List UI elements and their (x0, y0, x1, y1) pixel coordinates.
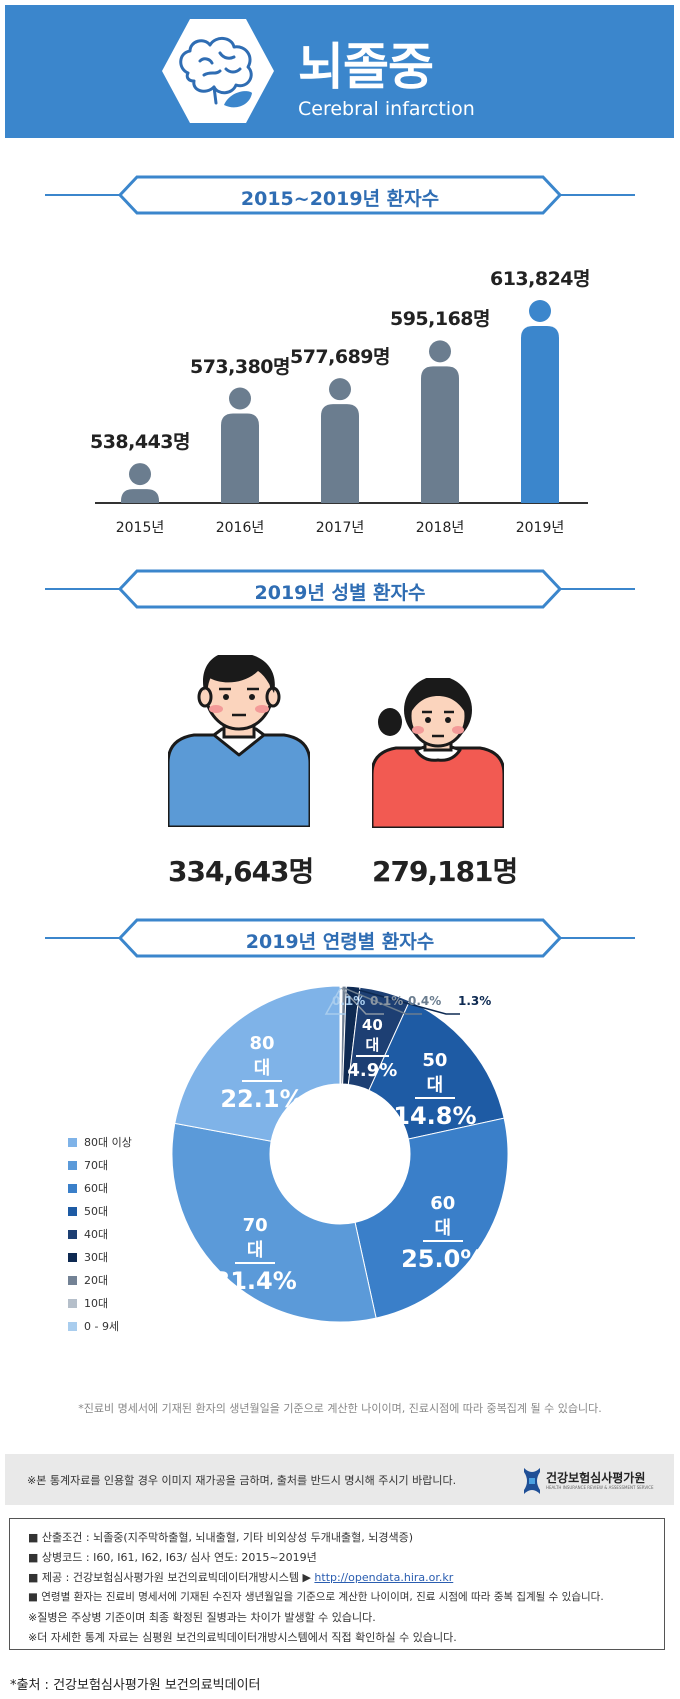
donut-slice-60대 (354, 1117, 509, 1319)
legend-swatch (68, 1160, 77, 1170)
info-line-4: ■ 연령별 환자는 진료비 명세서에 기재된 수진자 생년월일을 기준으로 계산… (28, 1591, 604, 1603)
info-line-3: ■ 제공 : 건강보험심사평가원 보건의료빅데이터개방시스템 ▶ http://… (28, 1569, 453, 1585)
hira-logo-icon (524, 1468, 540, 1494)
legend-swatch (68, 1137, 77, 1147)
section-title-yearly: 2015~2019년 환자수 (240, 188, 440, 210)
legend-swatch (68, 1229, 77, 1239)
info-line-5: ※질병은 주상병 기준이며 최종 확정된 질병과는 차이가 발생할 수 있습니다… (28, 1611, 376, 1624)
legend-swatch (68, 1275, 77, 1285)
female-value: 279,181명 (372, 855, 518, 888)
opendata-link[interactable]: http://opendata.hira.or.kr (314, 1571, 454, 1584)
legend-label: 80대 이상 (84, 1136, 132, 1149)
chart-note: *진료비 명세서에 기재된 환자의 생년월일을 기준으로 계산한 나이이며, 진… (78, 1402, 602, 1415)
bar-value-label: 538,443명 (89, 431, 191, 454)
section-title-gender: 2019년 성별 환자수 (254, 582, 426, 604)
leader-line-10대 (341, 987, 384, 1015)
donut-small-label-30대: 1.3% (458, 994, 492, 1008)
donut-slice-50대 (368, 1000, 505, 1140)
legend-item: 40대 (68, 1226, 108, 1242)
donut-small-label-0 - 9세: 0.1% (332, 994, 366, 1008)
header-banner (5, 5, 674, 138)
leader-line-0 - 9세 (324, 987, 346, 1015)
legend-label: 30대 (84, 1251, 109, 1264)
bar-value-label: 613,824명 (489, 268, 591, 290)
notice-text: ※본 통계자료를 인용할 경우 이미지 재가공을 금하며, 출처를 반드시 명시… (27, 1474, 457, 1487)
legend-swatch (68, 1183, 77, 1193)
legend-swatch (68, 1252, 77, 1262)
legend-label: 0 - 9세 (84, 1320, 120, 1333)
bar-category-label: 2016년 (215, 520, 265, 536)
source-text: *출처 : 건강보험심사평가원 보건의료빅데이터 (10, 1678, 261, 1693)
male-figure-icon (168, 655, 310, 827)
info-line-3-prefix: ■ 제공 : 건강보험심사평가원 보건의료빅데이터개방시스템 ▶ (28, 1571, 315, 1584)
donut-label-60대: 60대 25.0% (401, 1192, 485, 1273)
legend-item: 30대 (68, 1249, 108, 1265)
info-line-1: ■ 산출조건 : 뇌졸중(지주막하출혈, 뇌내출혈, 기타 비외상성 두개내출혈… (28, 1531, 413, 1544)
legend-label: 70대 (84, 1159, 109, 1172)
legend-swatch (68, 1298, 77, 1308)
section-banner-age: 2019년 연령별 환자수 (45, 918, 635, 958)
person-bar-2017년 (321, 378, 359, 503)
person-bar-2018년 (421, 340, 459, 503)
page-title: 뇌졸중 (298, 38, 434, 96)
page-subtitle: Cerebral infarction (298, 98, 475, 120)
bar-value-label: 573,380명 (189, 355, 291, 378)
yearly-patients-chart (95, 300, 588, 504)
legend-item: 20대 (68, 1272, 108, 1288)
bar-category-label: 2019년 (515, 520, 565, 536)
bar-category-label: 2015년 (115, 520, 165, 536)
info-box: ■ 산출조건 : 뇌졸중(지주막하출혈, 뇌내출혈, 기타 비외상성 두개내출혈… (9, 1518, 665, 1650)
donut-small-label-20대: 0.4% (408, 994, 442, 1008)
donut-slice-80대 (174, 985, 341, 1142)
donut-label-80대: 80대 22.1% (220, 1033, 304, 1114)
legend-label: 50대 (84, 1205, 109, 1218)
leader-line-20대 (343, 987, 422, 1015)
female-figure-icon (372, 678, 504, 828)
legend-item: 80대 이상 (68, 1134, 132, 1150)
legend-label: 10대 (84, 1297, 109, 1310)
section-banner-gender: 2019년 성별 환자수 (45, 569, 635, 609)
legend-label: 20대 (84, 1274, 109, 1287)
legend-item: 10대 (68, 1295, 108, 1311)
section-banner-yearly: 2015~2019년 환자수 (45, 175, 635, 215)
info-line-6: ※더 자세한 통계 자료는 심평원 보건의료빅데이터개방시스템에서 직접 확인하… (28, 1631, 457, 1644)
leader-line-30대 (352, 987, 460, 1015)
legend-item: 50대 (68, 1203, 108, 1219)
age-donut-chart (171, 985, 509, 1323)
bar-category-label: 2017년 (315, 520, 365, 536)
legend-swatch (68, 1206, 77, 1216)
legend-label: 60대 (84, 1182, 109, 1195)
person-bar-2016년 (221, 387, 259, 503)
male-value: 334,643명 (168, 855, 314, 888)
legend-item: 0 - 9세 (68, 1318, 119, 1334)
donut-slice-70대 (171, 1122, 377, 1323)
section-title-age: 2019년 연령별 환자수 (245, 931, 435, 953)
bar-value-label: 595,168명 (389, 308, 491, 331)
org-subtitle: HEALTH INSURANCE REVIEW & ASSESSMENT SER… (546, 1485, 654, 1490)
donut-label-70대: 70대 31.4% (213, 1214, 297, 1295)
donut-small-label-10대: 0.1% (370, 994, 404, 1008)
person-bar-2019년 (521, 300, 559, 503)
legend-swatch (68, 1321, 77, 1331)
bar-value-label: 577,689명 (289, 346, 391, 369)
notice-box (5, 1454, 674, 1505)
info-line-2: ■ 상병코드 : I60, I61, I62, I63/ 심사 연도: 2015… (28, 1551, 317, 1564)
donut-label-50대: 50대 14.8% (393, 1050, 477, 1131)
legend-item: 70대 (68, 1157, 108, 1173)
brain-icon (162, 19, 274, 123)
person-bar-2015년 (121, 463, 159, 503)
bar-category-label: 2018년 (415, 520, 465, 536)
legend-item: 60대 (68, 1180, 108, 1196)
org-name: 건강보험심사평가원 (546, 1471, 646, 1485)
donut-label-40대: 40대 4.9% (347, 1015, 398, 1081)
legend-label: 40대 (84, 1228, 109, 1241)
